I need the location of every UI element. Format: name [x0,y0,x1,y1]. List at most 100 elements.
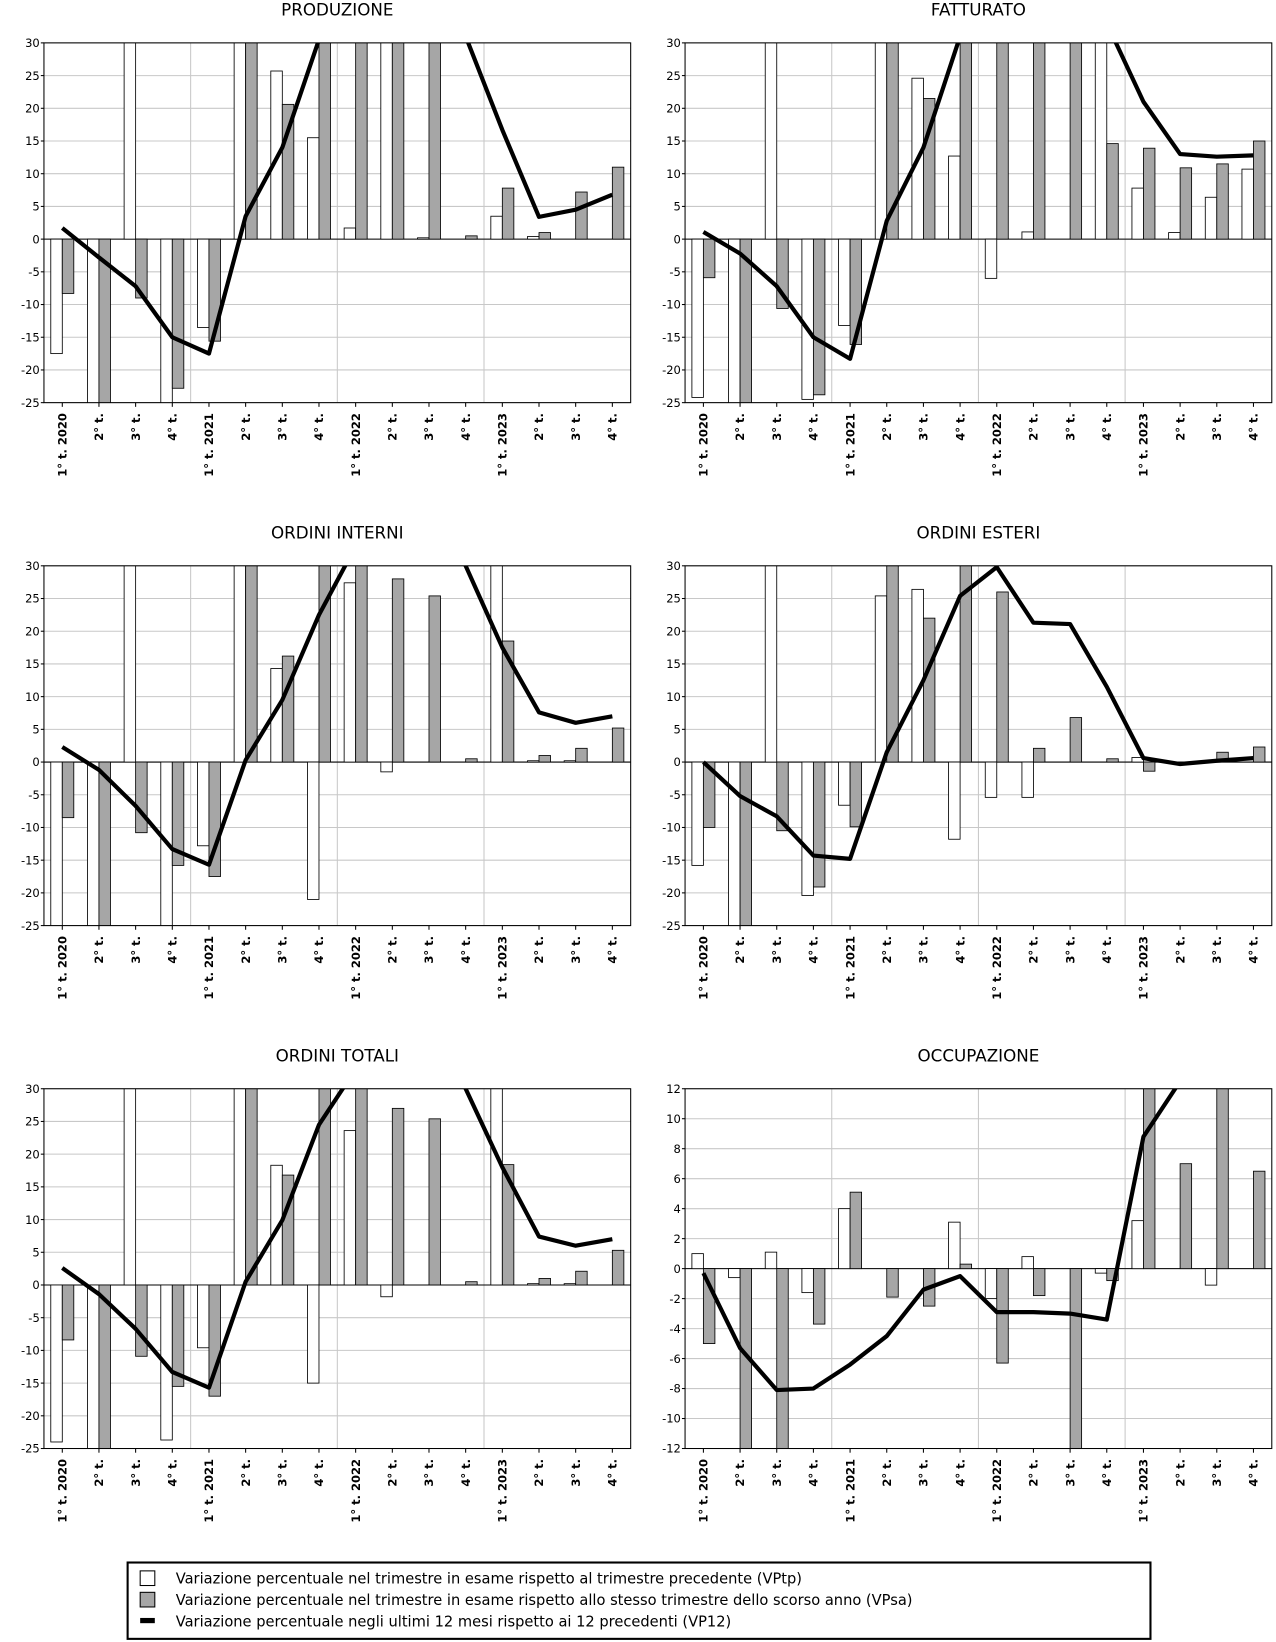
x-tick-label: 1° t. 2021 [202,936,216,1000]
bar [380,761,393,773]
bar [739,761,752,926]
bar [307,137,320,240]
plot-area [50,1088,625,1449]
bar [838,238,851,326]
bar [886,42,899,240]
bar [538,1278,551,1286]
legend-swatch [139,1591,156,1608]
bar [233,1088,247,1286]
bar [838,1208,851,1270]
x-tick-label: 3° t. [275,936,289,964]
bar [343,1130,357,1286]
x-tick-label: 3° t. [1063,1459,1077,1487]
x-tick-label: 1° t. 2020 [55,413,69,477]
bar [428,42,441,240]
x-tick-label: 2° t. [239,936,253,964]
bar [538,755,551,763]
y-tick-label: 15 [25,657,40,671]
y-tick-label: -20 [21,1409,40,1423]
y-tick-label: 20 [666,624,681,638]
bar [739,238,752,403]
bar [812,238,826,396]
bar [355,565,368,763]
x-tick-label: 1° t. 2022 [349,1459,363,1523]
y-tick-label: 10 [666,167,681,181]
plot-frame [43,1088,632,1450]
bar [959,565,973,763]
bar [307,761,320,900]
bar [318,1088,331,1286]
bar [1033,747,1046,763]
x-tick-label: 2° t. [386,413,400,441]
y-tick-label: 5 [32,1245,39,1259]
bar [764,42,778,240]
bar [380,42,393,240]
x-tick-label: 1° t. 2022 [349,936,363,1000]
x-tick-label: 4° t. [606,413,620,441]
bar [123,42,137,240]
bar [1033,1268,1046,1297]
bar [948,761,961,840]
bar [61,761,75,819]
x-tick-label: 1° t. 2022 [990,413,1004,477]
bar [1069,717,1083,763]
plot-frame [684,1088,1273,1450]
legend-label: Variazione percentuale nel trimestre in … [176,1570,802,1587]
x-tick-label: 3° t. [917,413,931,441]
bar [428,1118,441,1286]
bar [1143,147,1156,240]
y-tick-label: -10 [21,821,40,835]
bar [391,578,405,763]
y-tick-label: 10 [666,1112,681,1126]
x-tick-label: 3° t. [275,1459,289,1487]
panel: ORDINI INTERNI -25 -20 -15 -10 -5 0 5 10 15 20 25 30… [21,523,632,1000]
x-tick-label: 4° t. [606,936,620,964]
bar [281,655,295,763]
x-tick-label: 4° t. [1100,936,1114,964]
bar [575,1270,588,1286]
x-tick-label: 4° t. [165,1459,179,1487]
bar [417,237,430,240]
x-tick-label: 1° t. 2020 [697,1459,711,1523]
legend-swatch [139,1570,156,1587]
x-tick-label: 2° t. [733,1459,747,1487]
y-tick-label: -5 [669,265,680,279]
bar [948,155,961,240]
bar [160,761,173,926]
bar [563,760,577,763]
x-tick-label: 2° t. [92,936,106,964]
y-tick-label: -10 [662,298,681,312]
x-tick-label: 2° t. [532,936,546,964]
x-tick-label: 4° t. [165,936,179,964]
bar [428,595,441,763]
y-tick-label: -10 [662,1412,681,1426]
bar [1143,761,1156,772]
bar [1143,1088,1156,1270]
bar [123,565,137,763]
y-tick-label: 4 [674,1202,681,1216]
x-tick-label: 4° t. [459,1459,473,1487]
bar [563,1283,577,1286]
y-tick-label: -15 [21,330,40,344]
y-tick-label: 15 [25,1180,40,1194]
plot-area [691,565,1266,926]
line [61,565,613,867]
y-tick-label: 8 [674,1142,681,1156]
bar [1204,1268,1218,1286]
chart-title: ORDINI INTERNI [271,523,404,543]
x-tick-label: 2° t. [386,936,400,964]
y-tick-label: 25 [25,69,40,83]
bar [1131,1220,1144,1270]
bar [171,238,185,389]
plot-area [691,42,1266,403]
bar [245,1088,258,1286]
x-tick-label: 4° t. [1100,1459,1114,1487]
x-tick-label: 3° t. [770,1459,784,1487]
bar [1094,1268,1108,1274]
bar [1179,167,1193,240]
bar [575,747,588,763]
bar [245,42,258,240]
bar [923,617,936,763]
bar [98,1284,111,1449]
